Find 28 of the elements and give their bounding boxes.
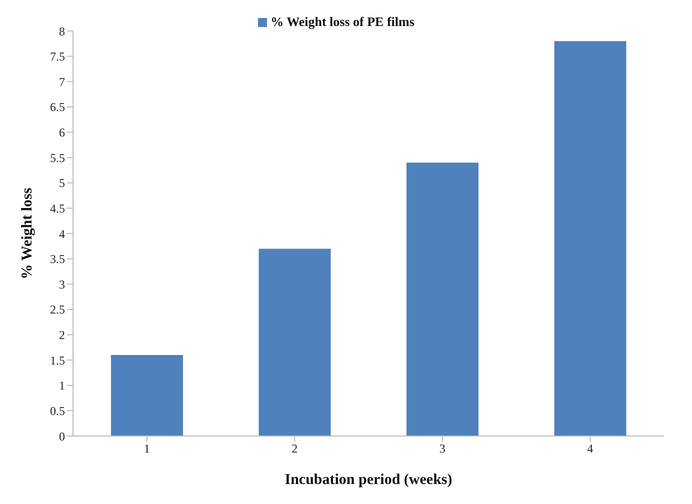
bar xyxy=(554,41,626,436)
x-tick-label: 3 xyxy=(439,442,446,456)
y-tick-label: 2.5 xyxy=(50,302,65,317)
y-tick-label: 7.5 xyxy=(50,50,65,64)
y-tick-label: 6 xyxy=(59,126,65,140)
y-tick-label: 6.5 xyxy=(50,100,65,114)
y-tick-label: 4.5 xyxy=(50,201,65,216)
y-tick-label: 1 xyxy=(59,378,65,393)
x-tick-label: 1 xyxy=(144,442,150,456)
bar xyxy=(258,248,331,436)
x-tick-label: 4 xyxy=(587,442,594,456)
y-tick-label: 4 xyxy=(59,226,65,241)
y-tick-label: 8 xyxy=(59,24,65,38)
y-axis-title: % Weight loss xyxy=(19,188,36,280)
y-tick-label: 1.5 xyxy=(50,353,65,368)
y-tick-label: 0.5 xyxy=(50,404,65,418)
y-tick-label: 2 xyxy=(59,328,65,342)
x-axis-title: Incubation period (weeks) xyxy=(284,472,452,488)
y-tick-label: 3 xyxy=(59,277,65,292)
legend-label: % Weight loss of PE films xyxy=(270,14,414,29)
y-tick-label: 3.5 xyxy=(50,252,65,266)
y-tick-label: 7 xyxy=(59,74,65,89)
bar xyxy=(111,355,183,436)
x-tick-label: 2 xyxy=(292,442,298,456)
bar xyxy=(406,162,478,436)
y-tick-label: 5 xyxy=(59,176,65,190)
y-tick-label: 5.5 xyxy=(50,150,65,165)
y-tick-label: 0 xyxy=(59,429,65,444)
